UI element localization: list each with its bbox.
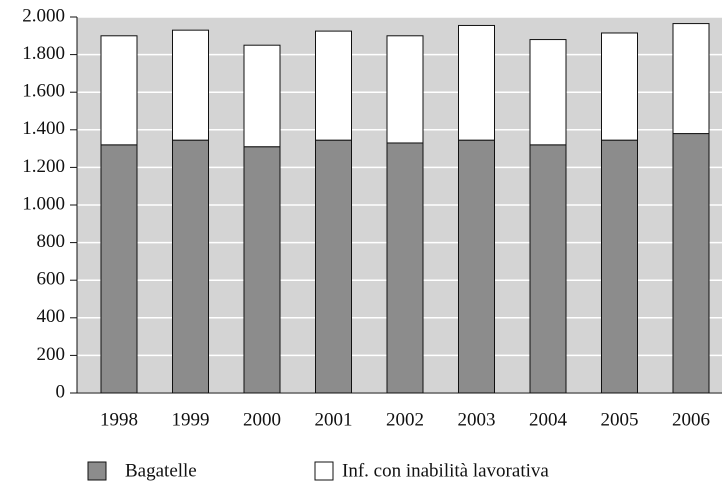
bar-segment <box>458 139 495 394</box>
bar-segment <box>601 32 638 141</box>
y-tick-label: 1.400 <box>22 118 65 139</box>
y-tick-label: 2.000 <box>22 5 65 26</box>
x-tick-label: 2004 <box>529 409 568 430</box>
legend-swatch <box>87 461 107 481</box>
bar-segment <box>672 23 710 135</box>
bar-segment <box>458 24 495 141</box>
bar-segment <box>601 139 638 394</box>
legend-label: Bagatelle <box>125 460 197 481</box>
x-tick-label: 2005 <box>601 409 639 430</box>
bar-segment <box>529 144 567 394</box>
y-tick-label: 800 <box>37 231 66 252</box>
bar-segment <box>172 29 209 141</box>
x-tick-label: 2003 <box>458 409 496 430</box>
x-tick-label: 2002 <box>386 409 424 430</box>
y-tick-label: 1.000 <box>22 193 65 214</box>
x-tick-label: 2000 <box>243 409 281 430</box>
bar-segment <box>315 139 352 394</box>
y-tick-label: 0 <box>56 381 66 402</box>
bar-segment <box>100 144 138 394</box>
y-tick-label: 400 <box>37 306 66 327</box>
bar-segment <box>386 35 424 144</box>
legend-label: Inf. con inabilità lavorativa <box>342 460 549 481</box>
x-tick-label: 1998 <box>100 409 138 430</box>
bar-segment <box>243 146 281 394</box>
x-tick-label: 2006 <box>672 409 710 430</box>
bar-segment <box>100 35 138 146</box>
bar-segment <box>386 142 424 394</box>
y-tick-label: 1.600 <box>22 81 65 102</box>
bar-segment <box>243 44 281 148</box>
bar-segment <box>315 30 352 141</box>
bar-segment <box>672 133 710 394</box>
x-tick-label: 2001 <box>315 409 353 430</box>
legend-swatch <box>314 461 334 481</box>
y-tick-label: 600 <box>37 269 66 290</box>
y-tick-label: 1.800 <box>22 43 65 64</box>
bar-segment <box>172 139 209 394</box>
bar-segment <box>529 39 567 146</box>
y-tick-label: 200 <box>37 344 66 365</box>
x-tick-label: 1999 <box>172 409 210 430</box>
y-tick-label: 1.200 <box>22 156 65 177</box>
